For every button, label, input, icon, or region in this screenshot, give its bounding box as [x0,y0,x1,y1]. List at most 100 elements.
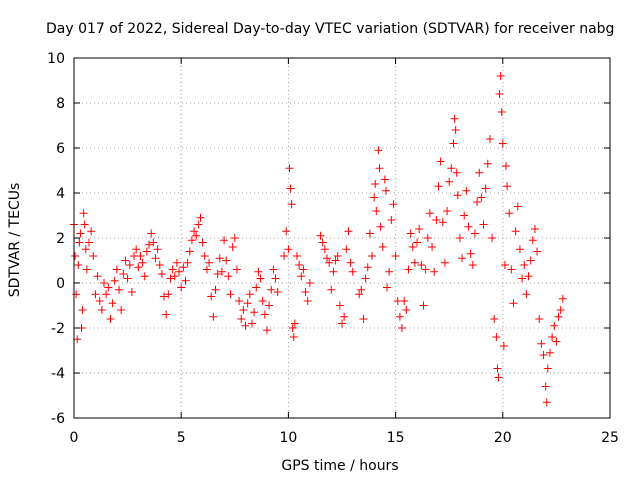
y-tick-label: -2 [51,321,65,337]
data-point-marker [147,229,156,238]
data-point-marker [299,265,308,274]
data-point-marker [87,227,96,236]
data-point-marker [183,258,192,267]
data-point-marker [220,236,229,245]
data-point-marker [110,276,119,285]
data-point-marker [445,177,454,186]
data-point-marker [162,310,171,319]
data-point-marker [380,175,389,184]
data-point-marker [322,254,331,263]
data-point-marker [539,351,548,359]
data-point-marker [100,279,109,287]
data-point-marker [436,157,445,166]
data-point-marker [282,227,291,236]
data-point-marker [125,261,134,269]
data-point-marker [215,254,224,263]
data-point-marker [166,274,175,283]
data-point-marker [89,252,98,260]
data-point-marker [404,265,413,274]
data-point-marker [498,139,507,148]
data-point-marker [170,272,179,281]
data-point-marker [155,261,164,269]
data-point-marker [292,252,301,260]
data-point-marker [117,306,126,314]
data-point-marker [192,231,201,240]
y-tick-label: 8 [56,96,65,112]
data-point-marker [488,234,497,242]
data-point-marker [507,265,516,274]
data-point-marker [468,261,477,269]
data-point-marker [493,364,502,373]
grid-lines [74,58,610,418]
data-point-marker [535,315,544,323]
data-point-marker [273,288,282,296]
data-point-marker [207,292,216,301]
data-point-marker [447,164,456,173]
data-point-marker [140,272,149,281]
data-point-marker [305,279,314,287]
data-point-marker [490,315,499,323]
x-tick-label: 0 [70,430,79,446]
data-point-marker [500,261,509,269]
data-point-marker [398,324,407,332]
data-points [70,72,567,407]
data-point-marker [361,274,370,283]
data-point-marker [254,267,263,276]
data-point-marker [196,213,205,222]
data-point-marker [179,263,188,272]
data-point-marker [371,180,380,188]
data-point-marker [224,272,233,281]
x-tick-label: 15 [387,430,405,446]
x-tick-label: 10 [279,430,297,446]
data-point-marker [545,348,554,357]
data-point-marker [455,234,464,242]
data-point-marker [502,162,511,170]
data-point-marker [503,182,512,191]
data-point-marker [481,184,490,193]
data-point-marker [552,337,561,346]
data-point-marker [453,191,462,200]
data-point-marker [520,261,529,269]
data-point-marker [460,211,469,220]
data-point-marker [316,231,325,240]
data-point-marker [226,290,235,299]
data-point-marker [295,261,304,269]
data-point-marker [554,312,563,321]
data-point-marker [483,159,492,168]
data-point-marker [177,283,186,292]
data-point-marker [93,272,102,281]
data-point-marker [243,299,252,308]
y-tick-label: 2 [56,231,65,247]
data-point-marker [492,333,501,341]
data-point-marker [239,306,248,314]
data-point-marker [265,301,274,310]
data-point-marker [102,290,111,299]
data-point-marker [363,263,372,272]
data-point-marker [524,272,533,281]
data-point-marker [209,312,218,321]
data-point-marker [75,238,84,247]
data-point-marker [372,207,381,215]
data-point-marker [134,263,143,272]
data-point-marker [288,324,297,332]
y-tick-label: 0 [56,276,65,292]
data-point-marker [475,168,484,177]
data-point-marker [440,258,449,267]
data-point-marker [389,200,398,209]
data-point-marker [558,294,567,303]
data-point-marker [78,306,87,314]
chart-title: Day 017 of 2022, Sidereal Day-to-day VTE… [46,21,614,37]
y-tick-label: 4 [56,186,65,202]
data-point-marker [466,249,475,258]
data-point-marker [267,285,276,294]
data-point-marker [526,256,535,265]
y-tick-label: 6 [56,141,65,157]
data-point-marker [462,186,471,195]
data-point-marker [428,243,437,251]
data-point-marker [391,252,400,260]
data-point-marker [145,240,154,249]
data-point-marker [81,245,90,254]
x-tick-label: 5 [177,430,186,446]
data-point-marker [376,222,385,231]
data-point-marker [245,290,254,299]
